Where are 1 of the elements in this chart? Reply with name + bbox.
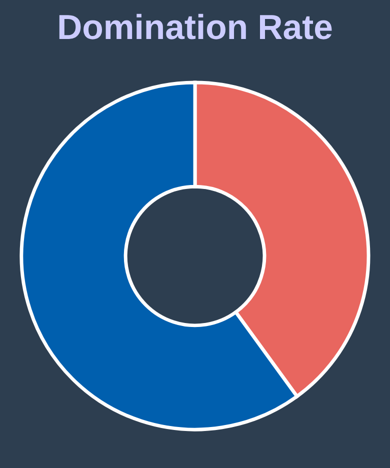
chart-title: Domination Rate bbox=[59, 14, 332, 40]
